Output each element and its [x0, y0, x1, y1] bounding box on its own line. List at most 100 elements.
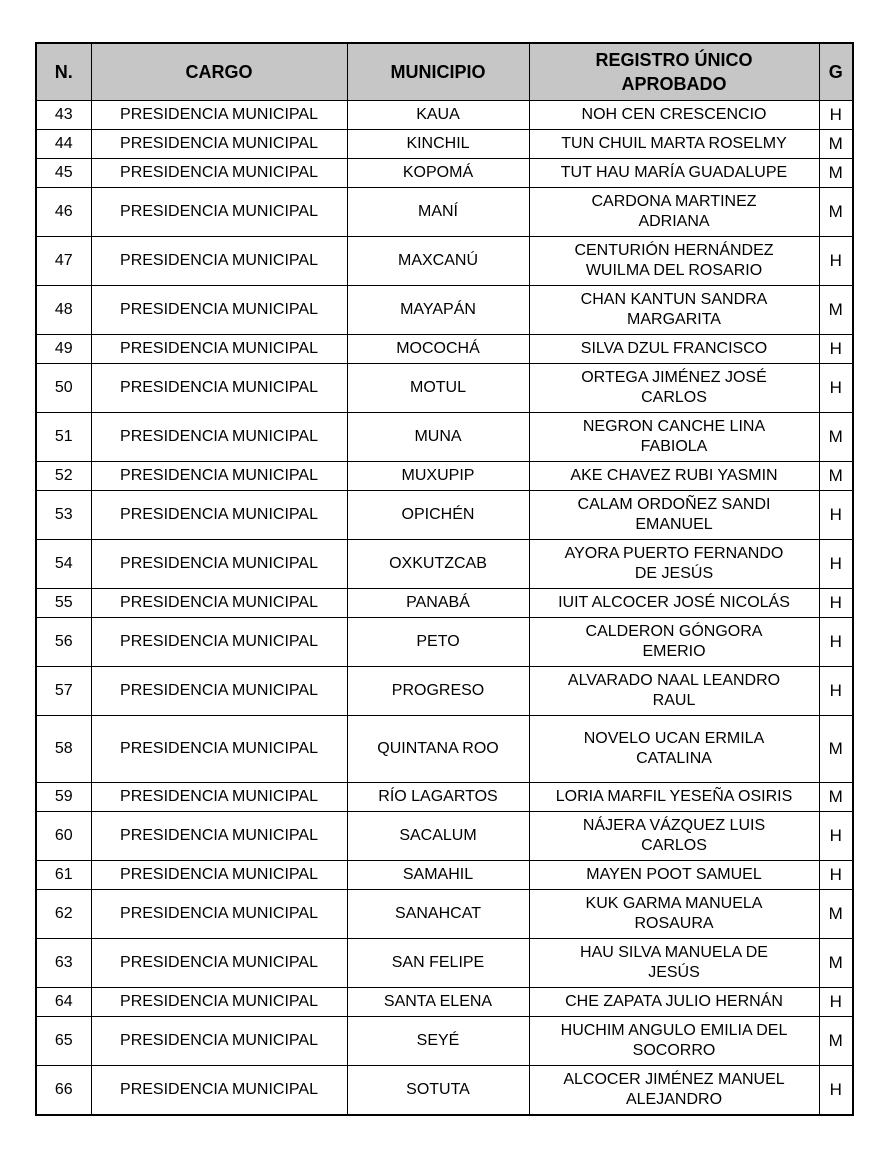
- cell-cargo: PRESIDENCIA MUNICIPAL: [90, 539, 348, 589]
- cell-n: 55: [35, 588, 92, 618]
- cell-cargo: PRESIDENCIA MUNICIPAL: [90, 666, 348, 716]
- cell-municipio: SANTA ELENA: [346, 987, 530, 1017]
- cell-genero: M: [818, 461, 854, 491]
- cell-registro: MAYEN POOT SAMUEL: [528, 860, 820, 890]
- cell-genero: M: [818, 158, 854, 188]
- cell-genero: M: [818, 1016, 854, 1066]
- cell-genero: H: [818, 617, 854, 667]
- table-row: 58 PRESIDENCIA MUNICIPAL QUINTANA ROO NO…: [35, 715, 854, 783]
- header-row: N. CARGO MUNICIPIO REGISTRO ÚNICO APROBA…: [35, 42, 854, 101]
- cell-genero: H: [818, 860, 854, 890]
- cell-registro: AKE CHAVEZ RUBI YASMIN: [528, 461, 820, 491]
- table-row: 53 PRESIDENCIA MUNICIPAL OPICHÉN CALAM O…: [35, 490, 854, 540]
- table-row: 61 PRESIDENCIA MUNICIPAL SAMAHIL MAYEN P…: [35, 860, 854, 890]
- cell-municipio: MOTUL: [346, 363, 530, 413]
- cell-municipio: SAMAHIL: [346, 860, 530, 890]
- table-row: 66 PRESIDENCIA MUNICIPAL SOTUTA ALCOCER …: [35, 1065, 854, 1116]
- table-row: 57 PRESIDENCIA MUNICIPAL PROGRESO ALVARA…: [35, 666, 854, 716]
- table-row: 44 PRESIDENCIA MUNICIPAL KINCHIL TUN CHU…: [35, 129, 854, 159]
- cell-genero: H: [818, 666, 854, 716]
- cell-registro: NOVELO UCAN ERMILA CATALINA: [528, 715, 820, 783]
- cell-registro: AYORA PUERTO FERNANDO DE JESÚS: [528, 539, 820, 589]
- cell-cargo: PRESIDENCIA MUNICIPAL: [90, 100, 348, 130]
- table-row: 62 PRESIDENCIA MUNICIPAL SANAHCAT KUK GA…: [35, 889, 854, 939]
- cell-municipio: MUNA: [346, 412, 530, 462]
- cell-municipio: SANAHCAT: [346, 889, 530, 939]
- cell-cargo: PRESIDENCIA MUNICIPAL: [90, 588, 348, 618]
- table-row: 49 PRESIDENCIA MUNICIPAL MOCOCHÁ SILVA D…: [35, 334, 854, 364]
- cell-n: 60: [35, 811, 92, 861]
- cell-registro: NOH CEN CRESCENCIO: [528, 100, 820, 130]
- cell-municipio: SAN FELIPE: [346, 938, 530, 988]
- header-genero: G: [818, 42, 854, 101]
- cell-n: 57: [35, 666, 92, 716]
- cell-n: 43: [35, 100, 92, 130]
- table-row: 64 PRESIDENCIA MUNICIPAL SANTA ELENA CHE…: [35, 987, 854, 1017]
- cell-municipio: RÍO LAGARTOS: [346, 782, 530, 812]
- cell-municipio: OPICHÉN: [346, 490, 530, 540]
- header-n: N.: [35, 42, 92, 101]
- table-row: 52 PRESIDENCIA MUNICIPAL MUXUPIP AKE CHA…: [35, 461, 854, 491]
- cell-n: 49: [35, 334, 92, 364]
- cell-n: 54: [35, 539, 92, 589]
- cell-genero: M: [818, 782, 854, 812]
- cell-genero: H: [818, 588, 854, 618]
- cell-genero: H: [818, 490, 854, 540]
- cell-cargo: PRESIDENCIA MUNICIPAL: [90, 129, 348, 159]
- table-row: 55 PRESIDENCIA MUNICIPAL PANABÁ IUIT ALC…: [35, 588, 854, 618]
- cell-municipio: MOCOCHÁ: [346, 334, 530, 364]
- cell-registro: CENTURIÓN HERNÁNDEZ WUILMA DEL ROSARIO: [528, 236, 820, 286]
- cell-genero: M: [818, 285, 854, 335]
- cell-n: 56: [35, 617, 92, 667]
- cell-n: 47: [35, 236, 92, 286]
- cell-municipio: SEYÉ: [346, 1016, 530, 1066]
- table-row: 50 PRESIDENCIA MUNICIPAL MOTUL ORTEGA JI…: [35, 363, 854, 413]
- table-row: 51 PRESIDENCIA MUNICIPAL MUNA NEGRON CAN…: [35, 412, 854, 462]
- cell-genero: M: [818, 889, 854, 939]
- cell-registro: NEGRON CANCHE LINA FABIOLA: [528, 412, 820, 462]
- table-row: 45 PRESIDENCIA MUNICIPAL KOPOMÁ TUT HAU …: [35, 158, 854, 188]
- cell-municipio: MUXUPIP: [346, 461, 530, 491]
- table-row: 54 PRESIDENCIA MUNICIPAL OXKUTZCAB AYORA…: [35, 539, 854, 589]
- cell-cargo: PRESIDENCIA MUNICIPAL: [90, 285, 348, 335]
- cell-registro: NÁJERA VÁZQUEZ LUIS CARLOS: [528, 811, 820, 861]
- cell-n: 66: [35, 1065, 92, 1116]
- cell-municipio: KINCHIL: [346, 129, 530, 159]
- cell-registro: ORTEGA JIMÉNEZ JOSÉ CARLOS: [528, 363, 820, 413]
- cell-registro: ALCOCER JIMÉNEZ MANUEL ALEJANDRO: [528, 1065, 820, 1116]
- table-header: N. CARGO MUNICIPIO REGISTRO ÚNICO APROBA…: [35, 42, 854, 101]
- header-cargo: CARGO: [90, 42, 348, 101]
- cell-registro: TUT HAU MARÍA GUADALUPE: [528, 158, 820, 188]
- cell-n: 58: [35, 715, 92, 783]
- cell-municipio: SACALUM: [346, 811, 530, 861]
- cell-cargo: PRESIDENCIA MUNICIPAL: [90, 811, 348, 861]
- cell-cargo: PRESIDENCIA MUNICIPAL: [90, 187, 348, 237]
- cell-municipio: OXKUTZCAB: [346, 539, 530, 589]
- cell-cargo: PRESIDENCIA MUNICIPAL: [90, 1016, 348, 1066]
- cell-genero: H: [818, 987, 854, 1017]
- table-row: 43 PRESIDENCIA MUNICIPAL KAUA NOH CEN CR…: [35, 100, 854, 130]
- cell-genero: M: [818, 715, 854, 783]
- cell-registro: SILVA DZUL FRANCISCO: [528, 334, 820, 364]
- cell-municipio: PANABÁ: [346, 588, 530, 618]
- table-row: 63 PRESIDENCIA MUNICIPAL SAN FELIPE HAU …: [35, 938, 854, 988]
- cell-n: 52: [35, 461, 92, 491]
- cell-n: 46: [35, 187, 92, 237]
- cell-n: 65: [35, 1016, 92, 1066]
- cell-n: 45: [35, 158, 92, 188]
- cell-registro: LORIA MARFIL YESEÑA OSIRIS: [528, 782, 820, 812]
- cell-genero: H: [818, 100, 854, 130]
- cell-genero: M: [818, 187, 854, 237]
- cell-n: 48: [35, 285, 92, 335]
- cell-municipio: KOPOMÁ: [346, 158, 530, 188]
- cell-n: 62: [35, 889, 92, 939]
- cell-genero: H: [818, 1065, 854, 1116]
- cell-registro: IUIT ALCOCER JOSÉ NICOLÁS: [528, 588, 820, 618]
- cell-n: 64: [35, 987, 92, 1017]
- cell-genero: H: [818, 539, 854, 589]
- cell-cargo: PRESIDENCIA MUNICIPAL: [90, 782, 348, 812]
- cell-cargo: PRESIDENCIA MUNICIPAL: [90, 715, 348, 783]
- cell-cargo: PRESIDENCIA MUNICIPAL: [90, 412, 348, 462]
- cell-municipio: MAYAPÁN: [346, 285, 530, 335]
- cell-municipio: PROGRESO: [346, 666, 530, 716]
